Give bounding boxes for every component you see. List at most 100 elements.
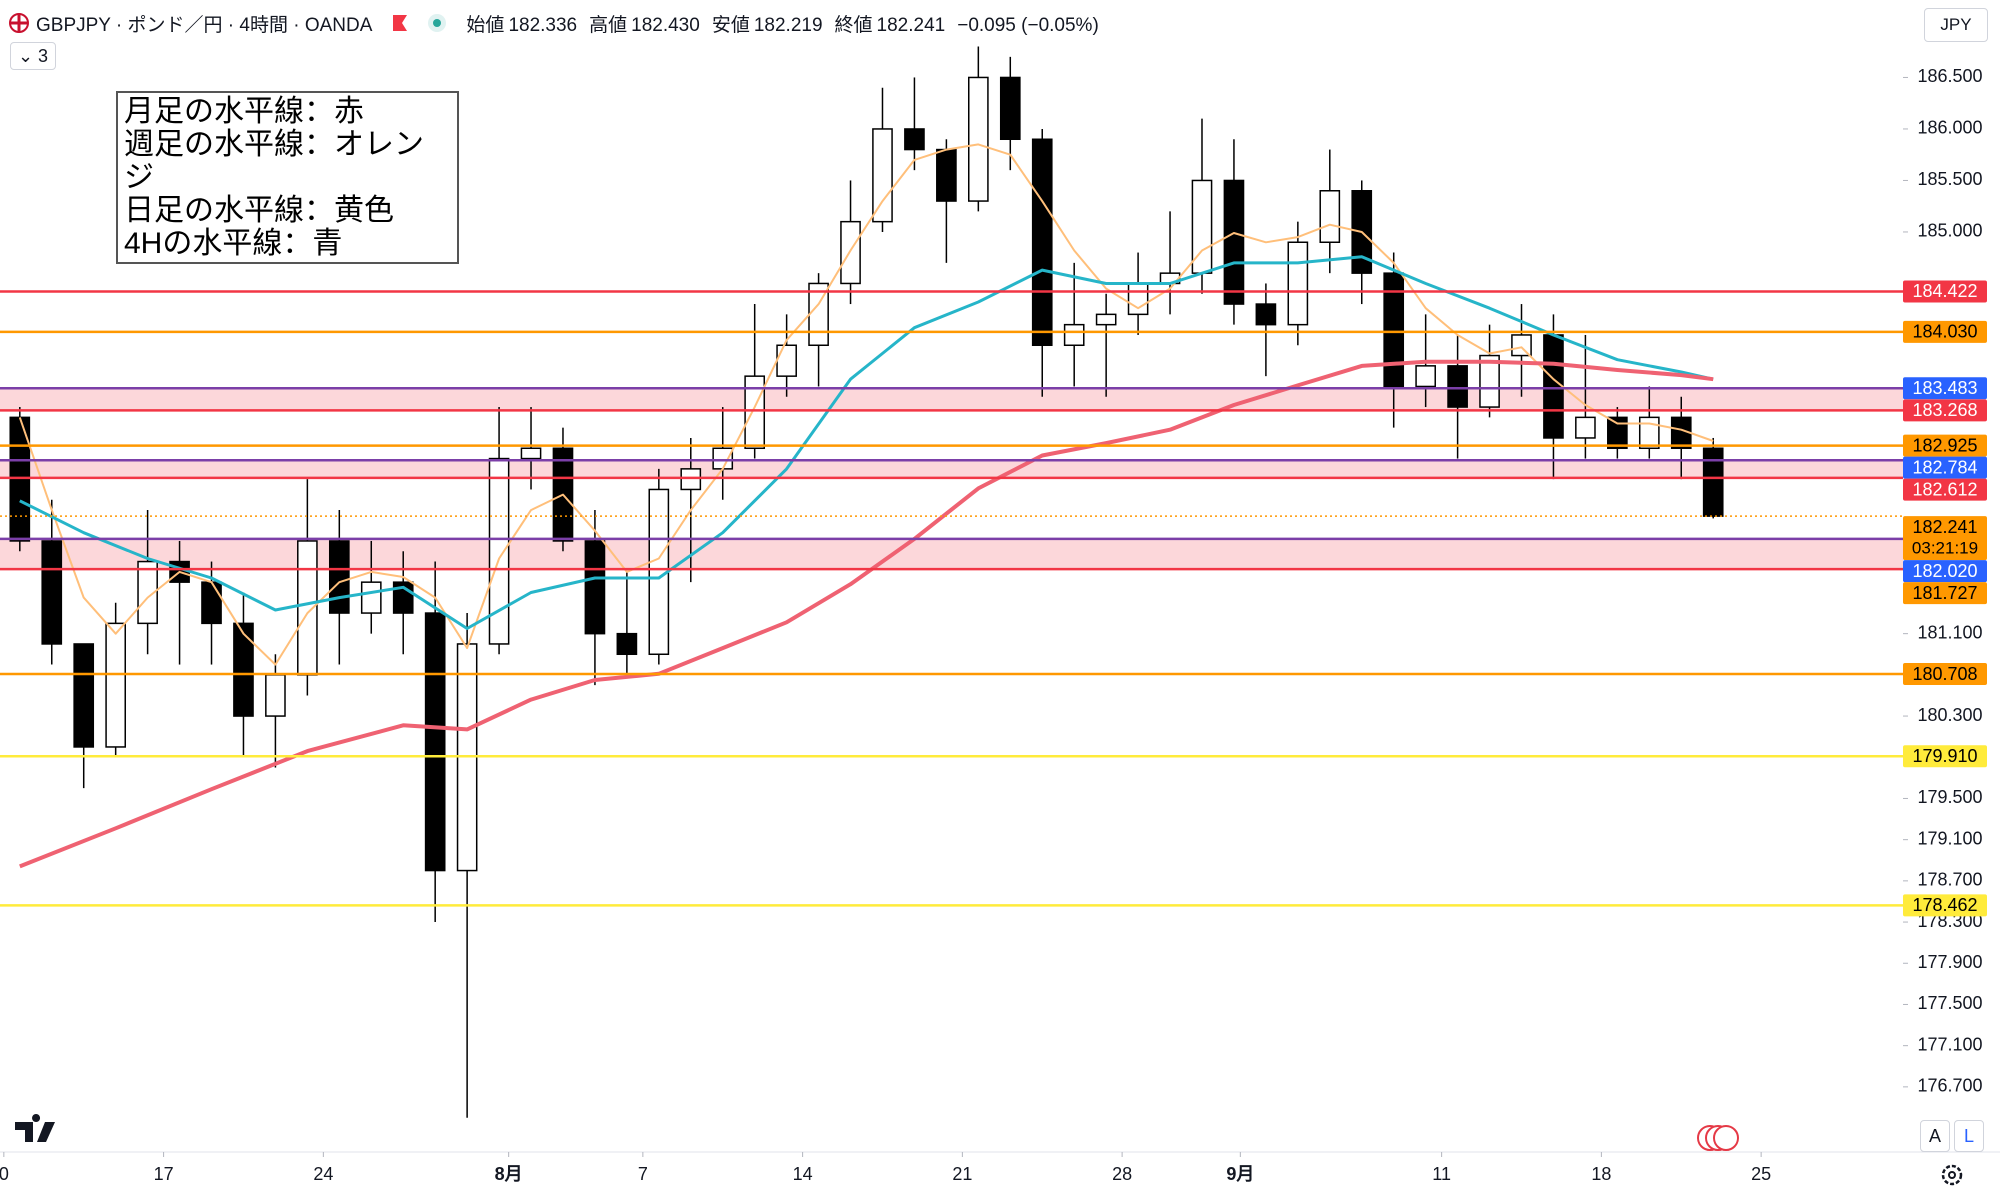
candle-body: [1543, 334, 1564, 439]
change-value: −0.095 (−0.05%): [957, 14, 1099, 36]
candle-body: [1415, 365, 1436, 388]
candle-body: [360, 581, 382, 614]
legend-line: 週足の水平線：オレンジ: [124, 128, 424, 194]
candle-body: [872, 128, 893, 223]
price-label: 184.422: [1912, 281, 1977, 301]
header: GBPJPY · ポンド／円 · 4時間 · OANDA 始値 182.336 高値…: [8, 8, 1099, 38]
price-label: 182.925: [1912, 435, 1977, 455]
y-tick-label: 177.100: [1917, 1034, 1982, 1054]
ohlc-label: 終値: [834, 14, 873, 36]
ohlc-label: 始値: [466, 14, 505, 36]
y-tick-label: 185.500: [1917, 169, 1982, 189]
currency-button[interactable]: JPY: [1924, 8, 1988, 42]
y-tick-label: 180.300: [1917, 705, 1982, 725]
candle-body: [1383, 272, 1405, 388]
candle-body: [584, 540, 606, 635]
y-tick-label: 176.700: [1917, 1076, 1982, 1096]
y-tick-label: 179.100: [1917, 828, 1982, 848]
price-label-bg: [1903, 456, 1987, 479]
tv-logo: [15, 1114, 55, 1142]
candle-body: [233, 622, 254, 717]
price-label-bg: [1903, 894, 1987, 917]
price-label: 182.241: [1912, 517, 1977, 537]
candle-body: [1511, 334, 1532, 357]
candle-body: [1127, 282, 1149, 316]
x-tick-label: 28: [1112, 1164, 1132, 1184]
candle-body: [1702, 447, 1724, 517]
y-tick-label: 185.000: [1917, 221, 1982, 241]
price-label-bg: [1903, 434, 1987, 457]
flag-icon: [1713, 1125, 1739, 1151]
candle-body: [1319, 190, 1341, 244]
candle-body: [1063, 323, 1085, 347]
price-label-bg: [1903, 560, 1987, 583]
countdown: 03:21:19: [1912, 539, 1978, 558]
y-tick-label: 179.500: [1917, 787, 1982, 807]
candle-body: [776, 344, 797, 377]
ohlc-value: 182.241: [876, 14, 946, 36]
x-tick-label: 9月: [1226, 1164, 1254, 1184]
indicator-count: 3: [38, 45, 49, 66]
candle-body: [1607, 416, 1628, 450]
y-tick-label: 177.500: [1917, 993, 1982, 1013]
x-tick-label: 24: [313, 1164, 333, 1184]
candle-body: [424, 612, 446, 872]
x-tick-label: 18: [1591, 1164, 1611, 1184]
price-label: 178.462: [1912, 895, 1977, 915]
candle-body: [328, 540, 350, 614]
candle-body: [904, 128, 925, 151]
candle-body: [999, 76, 1021, 141]
indicator-toggle[interactable]: ⌄ 3: [10, 42, 56, 70]
x-tick-label: 11: [1432, 1164, 1451, 1184]
candle-body: [616, 632, 638, 656]
price-label: 183.268: [1912, 400, 1977, 420]
candle-body: [968, 76, 989, 202]
candle-body: [488, 457, 510, 645]
gear-icon: [1941, 1164, 1963, 1186]
price-label: 181.727: [1912, 583, 1977, 603]
candle-body: [1255, 303, 1277, 326]
candle-body: [1575, 416, 1596, 439]
candle-body: [1638, 416, 1660, 450]
zone: [0, 460, 1903, 478]
candle-body: [744, 375, 766, 450]
symbol: GBPJPY · ポンド／円 · 4時間 · OANDA: [36, 14, 373, 36]
candle-body: [105, 622, 126, 748]
candle-body: [936, 148, 957, 202]
price-label: 182.612: [1912, 479, 1977, 499]
x-tick-label: 14: [793, 1164, 813, 1184]
y-tick-label: 177.900: [1917, 952, 1982, 972]
legend-line: 日足の水平線：黄色: [124, 194, 394, 227]
price-label-bg: [1903, 745, 1987, 768]
y-tick-label: 181.100: [1917, 622, 1982, 642]
gear-icon-center: [1948, 1171, 1956, 1179]
log-scale-button[interactable]: L: [1954, 1120, 1984, 1152]
price-label-bg: [1903, 320, 1987, 343]
legend-line: 月足の水平線：赤: [124, 95, 364, 128]
legend-box: 月足の水平線：赤 週足の水平線：オレンジ 日足の水平線：黄色 4Hの水平線：青: [116, 91, 459, 264]
y-tick-label: 178.700: [1917, 870, 1982, 890]
moving-average: [19, 255, 1714, 630]
zone: [0, 538, 1903, 570]
ohlc-value: 182.336: [508, 14, 578, 36]
auto-scale-button[interactable]: A: [1920, 1120, 1950, 1152]
x-tick-label: 7: [638, 1164, 648, 1184]
y-tick-label: 186.000: [1917, 118, 1982, 138]
candle-body: [520, 447, 542, 460]
price-label: 183.483: [1912, 378, 1977, 398]
price-label: 182.784: [1912, 457, 1977, 477]
candle-body: [840, 220, 861, 285]
ohlc: 始値 182.336 高値 182.430 安値 182.219 終値 182.241 −0.0…: [454, 10, 1098, 37]
status-icon: [428, 14, 447, 32]
flag-icon: [9, 13, 29, 33]
price-label-bg: [1903, 516, 1987, 561]
candle-body: [265, 674, 286, 717]
candle-body: [137, 560, 158, 625]
x-tick-label: 25: [1751, 1164, 1771, 1184]
price-label-bg: [1903, 280, 1987, 303]
price-label-bg: [1903, 663, 1987, 686]
candle-body: [1031, 138, 1053, 347]
market-icon: [393, 15, 408, 31]
